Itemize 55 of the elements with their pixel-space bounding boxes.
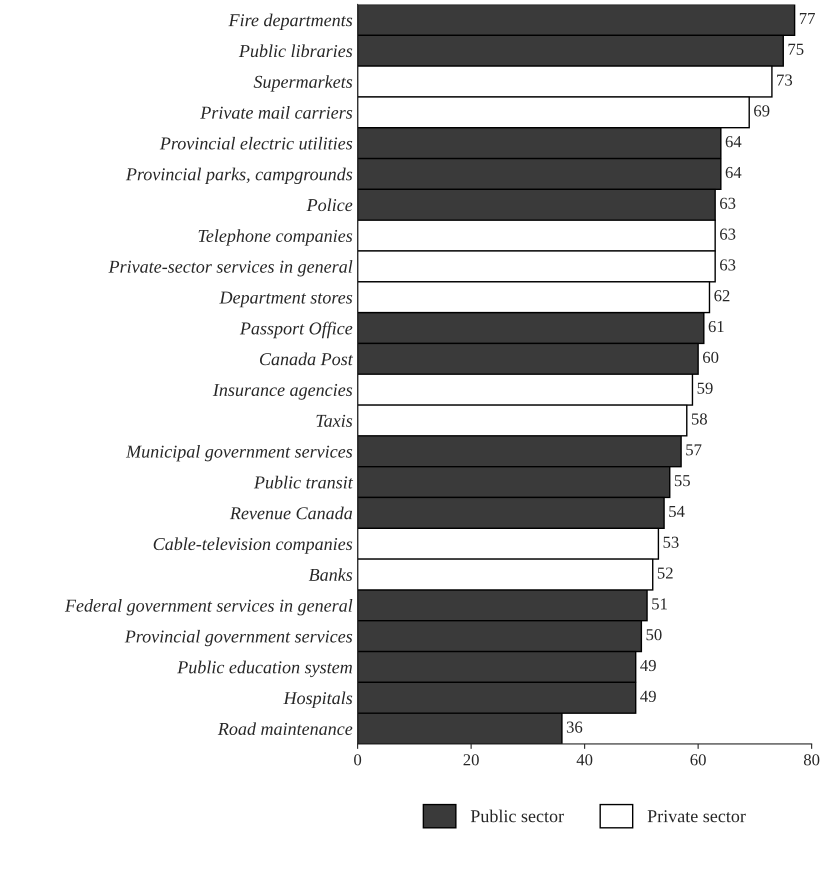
y-tick-label: Supermarkets (254, 75, 352, 92)
y-tick-label: Municipal government services (126, 444, 352, 462)
data-label: 69 (754, 105, 770, 116)
data-label: 50 (646, 629, 662, 640)
y-tick-label: Passport Office (240, 322, 352, 338)
y-tick-label: Canada Post (260, 352, 354, 366)
y-tick-label: Hospitals (283, 692, 352, 708)
y-tick-label: Public education system (177, 660, 352, 678)
data-label: 52 (658, 567, 673, 579)
y-tick-label: Public transit (254, 476, 354, 489)
legend-label: Private sector (648, 810, 746, 822)
data-label: 49 (640, 660, 656, 672)
y-tick-label: Police (306, 198, 352, 212)
data-label: 63 (720, 259, 736, 271)
x-tick-label: 20 (464, 754, 479, 766)
y-tick-label: Revenue Canada (230, 506, 352, 520)
x-tick-label: 60 (690, 754, 706, 766)
data-label: 59 (698, 382, 713, 394)
data-label: 63 (720, 228, 736, 240)
y-tick-label: Provincial electric utilities (160, 136, 352, 150)
data-label: 64 (726, 136, 742, 148)
data-label: 75 (788, 44, 804, 55)
y-tick-label: Department stores (219, 292, 352, 308)
data-label: 58 (692, 413, 707, 425)
y-tick-label: Provincial government services (124, 630, 352, 646)
data-label: 63 (720, 198, 736, 209)
y-tick-label: Road maintenance (218, 722, 352, 736)
y-tick-label: Insurance agencies (212, 384, 352, 400)
data-label: 49 (640, 690, 656, 702)
data-label: 55 (674, 475, 690, 486)
data-label: 60 (703, 352, 718, 363)
x-tick-label: 80 (804, 754, 820, 766)
y-tick-label: Telephone companies (198, 229, 352, 246)
data-label: 64 (726, 166, 742, 178)
y-tick-label: Fire departments (228, 14, 352, 30)
data-label: 73 (777, 74, 792, 86)
data-label: 36 (566, 722, 582, 733)
data-label: 53 (664, 536, 679, 548)
data-label: 62 (714, 290, 730, 302)
y-tick-label: Public libraries (238, 44, 352, 58)
data-label: 57 (686, 444, 702, 456)
x-tick-label: 40 (576, 754, 592, 766)
y-tick-label: Cable-television companies (154, 537, 352, 554)
y-tick-label: Banks (308, 568, 352, 581)
data-label: 61 (708, 320, 724, 332)
y-tick-label: Federal government services in general (64, 599, 352, 616)
y-tick-label: Provincial parks, campgrounds (126, 168, 352, 184)
legend-label: Public sector (470, 810, 564, 822)
y-tick-label: Taxis (316, 414, 352, 427)
data-label: 54 (669, 506, 685, 518)
x-tick-label: 0 (354, 754, 362, 766)
data-label: 77 (800, 12, 815, 24)
data-label: 51 (652, 598, 667, 610)
y-tick-label: Private mail carriers (200, 106, 352, 119)
y-tick-label: Private-sector services in general (108, 260, 352, 276)
